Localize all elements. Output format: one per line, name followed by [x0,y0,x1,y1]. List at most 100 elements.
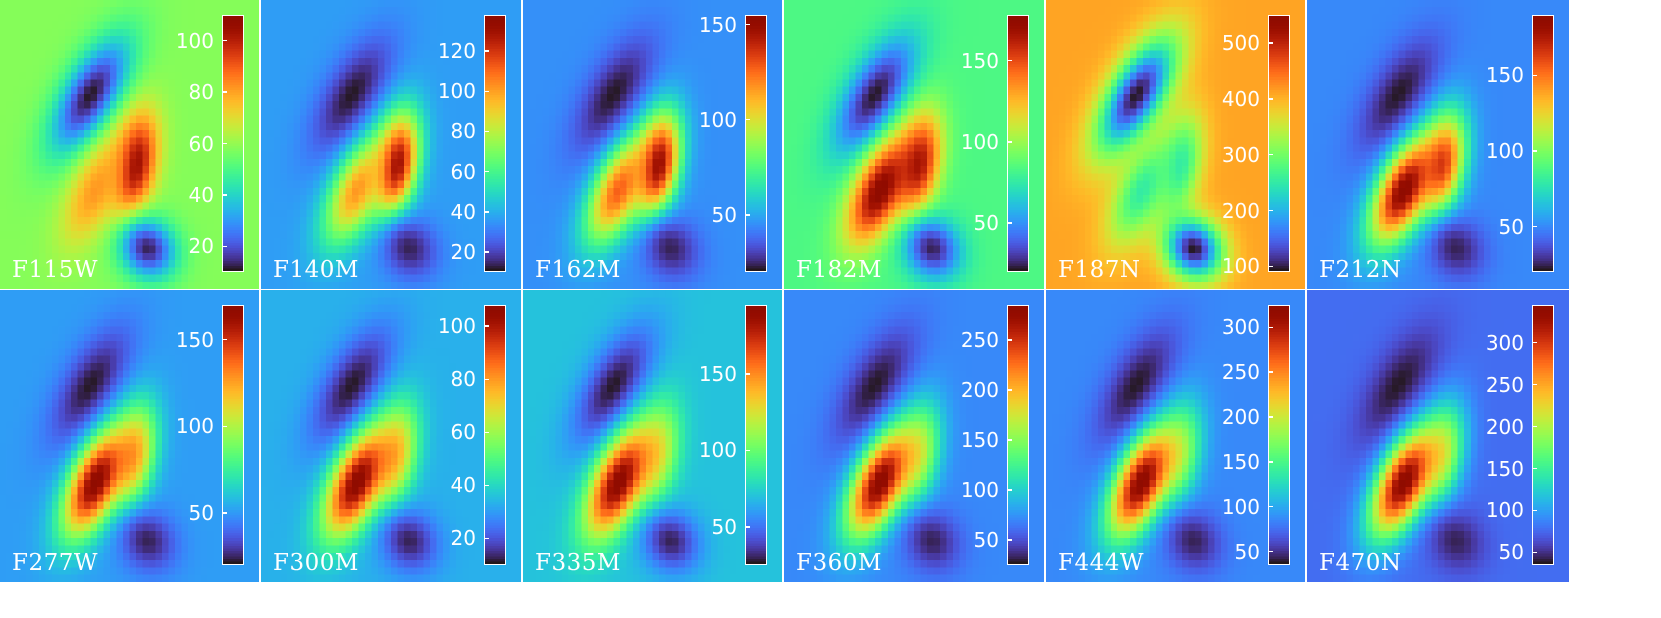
colorbar-tick-mark [485,170,489,173]
filter-panel-f277w: 50 100 150 F277W [0,290,259,582]
colorbar-tick-label: 150 [175,327,214,352]
colorbar-tick-label: 100 [960,478,999,502]
filter-panel-f187n: 100 200 300 400 500 F187N [1046,0,1305,289]
colorbar-tick-label: 100 [1485,498,1524,523]
filter-label: F277W [12,550,98,576]
colorbar [484,305,506,565]
colorbar [1532,15,1554,272]
colorbar-tick-label: 400 [1221,86,1260,111]
colorbar-tick-label: 500 [1221,30,1260,55]
colorbar-tick-label: 150 [1485,63,1524,88]
colorbar-tick-mark [1269,326,1273,329]
filter-label: F212N [1319,257,1402,283]
colorbar-tick-label: 150 [698,361,737,386]
filter-label: F140M [273,257,359,283]
filter-panel-f470n: 50 100 150 200 250 300 F470N [1307,290,1569,582]
colorbar-tick-label: 50 [1498,540,1524,565]
colorbar-tick-mark [1533,467,1537,470]
colorbar-tick-label: 100 [437,314,476,339]
colorbar-tick-mark [1269,153,1273,156]
colorbar-tick-mark [746,526,750,528]
colorbar-tick-mark [223,338,227,341]
filter-label: F360M [796,550,882,576]
colorbar-tick-label: 50 [188,501,214,525]
colorbar-tick-label: 100 [960,129,999,154]
colorbar-tick-mark [1533,551,1537,554]
filter-image [1046,290,1305,582]
colorbar-tick-label: 250 [1485,372,1524,397]
colorbar-tick-label: 100 [698,107,737,132]
colorbar-tick-mark [485,378,489,381]
colorbar-tick-label: 20 [450,526,476,551]
colorbar-tick-mark [1269,371,1273,373]
colorbar-tick-mark [1269,42,1273,44]
colorbar-tick-mark [1008,339,1012,341]
filter-label: F115W [12,257,98,283]
filter-label: F470N [1319,550,1402,576]
colorbar-tick-label: 60 [188,131,214,156]
colorbar-tick-mark [223,512,227,514]
colorbar-tick-mark [485,537,489,540]
colorbar [1268,15,1290,272]
colorbar-tick-mark [746,214,750,216]
colorbar-tick-mark [485,130,489,133]
colorbar-tick-label: 40 [450,199,476,224]
colorbar [1007,305,1029,565]
colorbar-tick-mark [1008,439,1012,441]
colorbar-tick-mark [1533,425,1537,428]
colorbar-tick-mark [1269,505,1273,508]
filter-image [261,0,521,289]
colorbar-tick-label: 50 [1234,539,1260,564]
colorbar [1268,305,1290,565]
filter-label: F187N [1058,257,1141,283]
colorbar-tick-mark [1008,389,1012,391]
colorbar-tick-label: 50 [973,211,999,236]
filter-panel-f212n: 50 100 150 F212N [1307,0,1569,289]
colorbar-tick-label: 50 [1498,214,1524,239]
colorbar-tick-mark [1008,489,1012,491]
colorbar-tick-label: 60 [450,420,476,445]
colorbar-tick-label: 40 [450,473,476,498]
colorbar-tick-mark [746,23,750,26]
colorbar-tick-label: 80 [450,367,476,392]
colorbar-tick-mark [1269,461,1273,463]
filter-panel-f300m: 20 40 60 80 100 F300M [261,290,521,582]
filter-image [1307,290,1569,582]
colorbar-tick-label: 200 [1221,405,1260,430]
colorbar-tick-label: 100 [175,28,214,53]
colorbar-tick-label: 50 [973,528,999,552]
colorbar [745,305,767,565]
colorbar-tick-label: 150 [1221,449,1260,474]
colorbar-tick-mark [1533,509,1537,512]
colorbar-tick-label: 20 [450,239,476,264]
colorbar-tick-mark [1533,341,1537,344]
filter-image [261,290,521,582]
colorbar [1532,305,1554,565]
colorbar-tick-label: 100 [698,438,737,463]
colorbar-tick-mark [1008,59,1012,62]
colorbar-tick-mark [1269,265,1273,268]
colorbar-tick-mark [1533,225,1537,228]
filter-label: F335M [535,550,621,576]
filter-label: F182M [796,257,882,283]
colorbar-tick-label: 40 [188,182,214,207]
colorbar-tick-mark [485,211,489,213]
colorbar-tick-label: 150 [960,48,999,73]
filter-image [0,290,259,582]
colorbar-tick-label: 150 [1485,456,1524,481]
colorbar-tick-label: 100 [1221,494,1260,519]
filter-image [784,0,1044,289]
colorbar-tick-mark [223,91,227,93]
colorbar-tick-label: 60 [450,159,476,184]
filter-image [523,290,782,582]
colorbar-tick-label: 100 [175,414,214,439]
colorbar-tick-mark [223,39,227,42]
colorbar [222,15,244,272]
filter-image [1307,0,1569,289]
filter-panel-f360m: 50 100 150 200 250 F360M [784,290,1044,582]
colorbar-tick-mark [485,251,489,253]
filter-image [0,0,259,289]
colorbar-tick-label: 50 [711,514,737,539]
colorbar-tick-mark [223,245,227,248]
filter-panel-f182m: 50 100 150 F182M [784,0,1044,289]
